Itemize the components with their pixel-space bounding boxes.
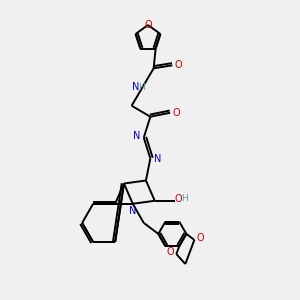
Text: H: H [138, 82, 145, 91]
Text: O: O [175, 60, 182, 70]
Text: N: N [133, 130, 140, 141]
Text: O: O [167, 247, 174, 257]
Text: H: H [181, 194, 188, 203]
Text: N: N [132, 82, 139, 92]
Text: O: O [172, 108, 180, 118]
Text: O: O [144, 20, 152, 30]
Text: O: O [196, 233, 204, 243]
Text: N: N [129, 206, 136, 216]
Text: O: O [175, 194, 182, 204]
Text: N: N [154, 154, 161, 164]
